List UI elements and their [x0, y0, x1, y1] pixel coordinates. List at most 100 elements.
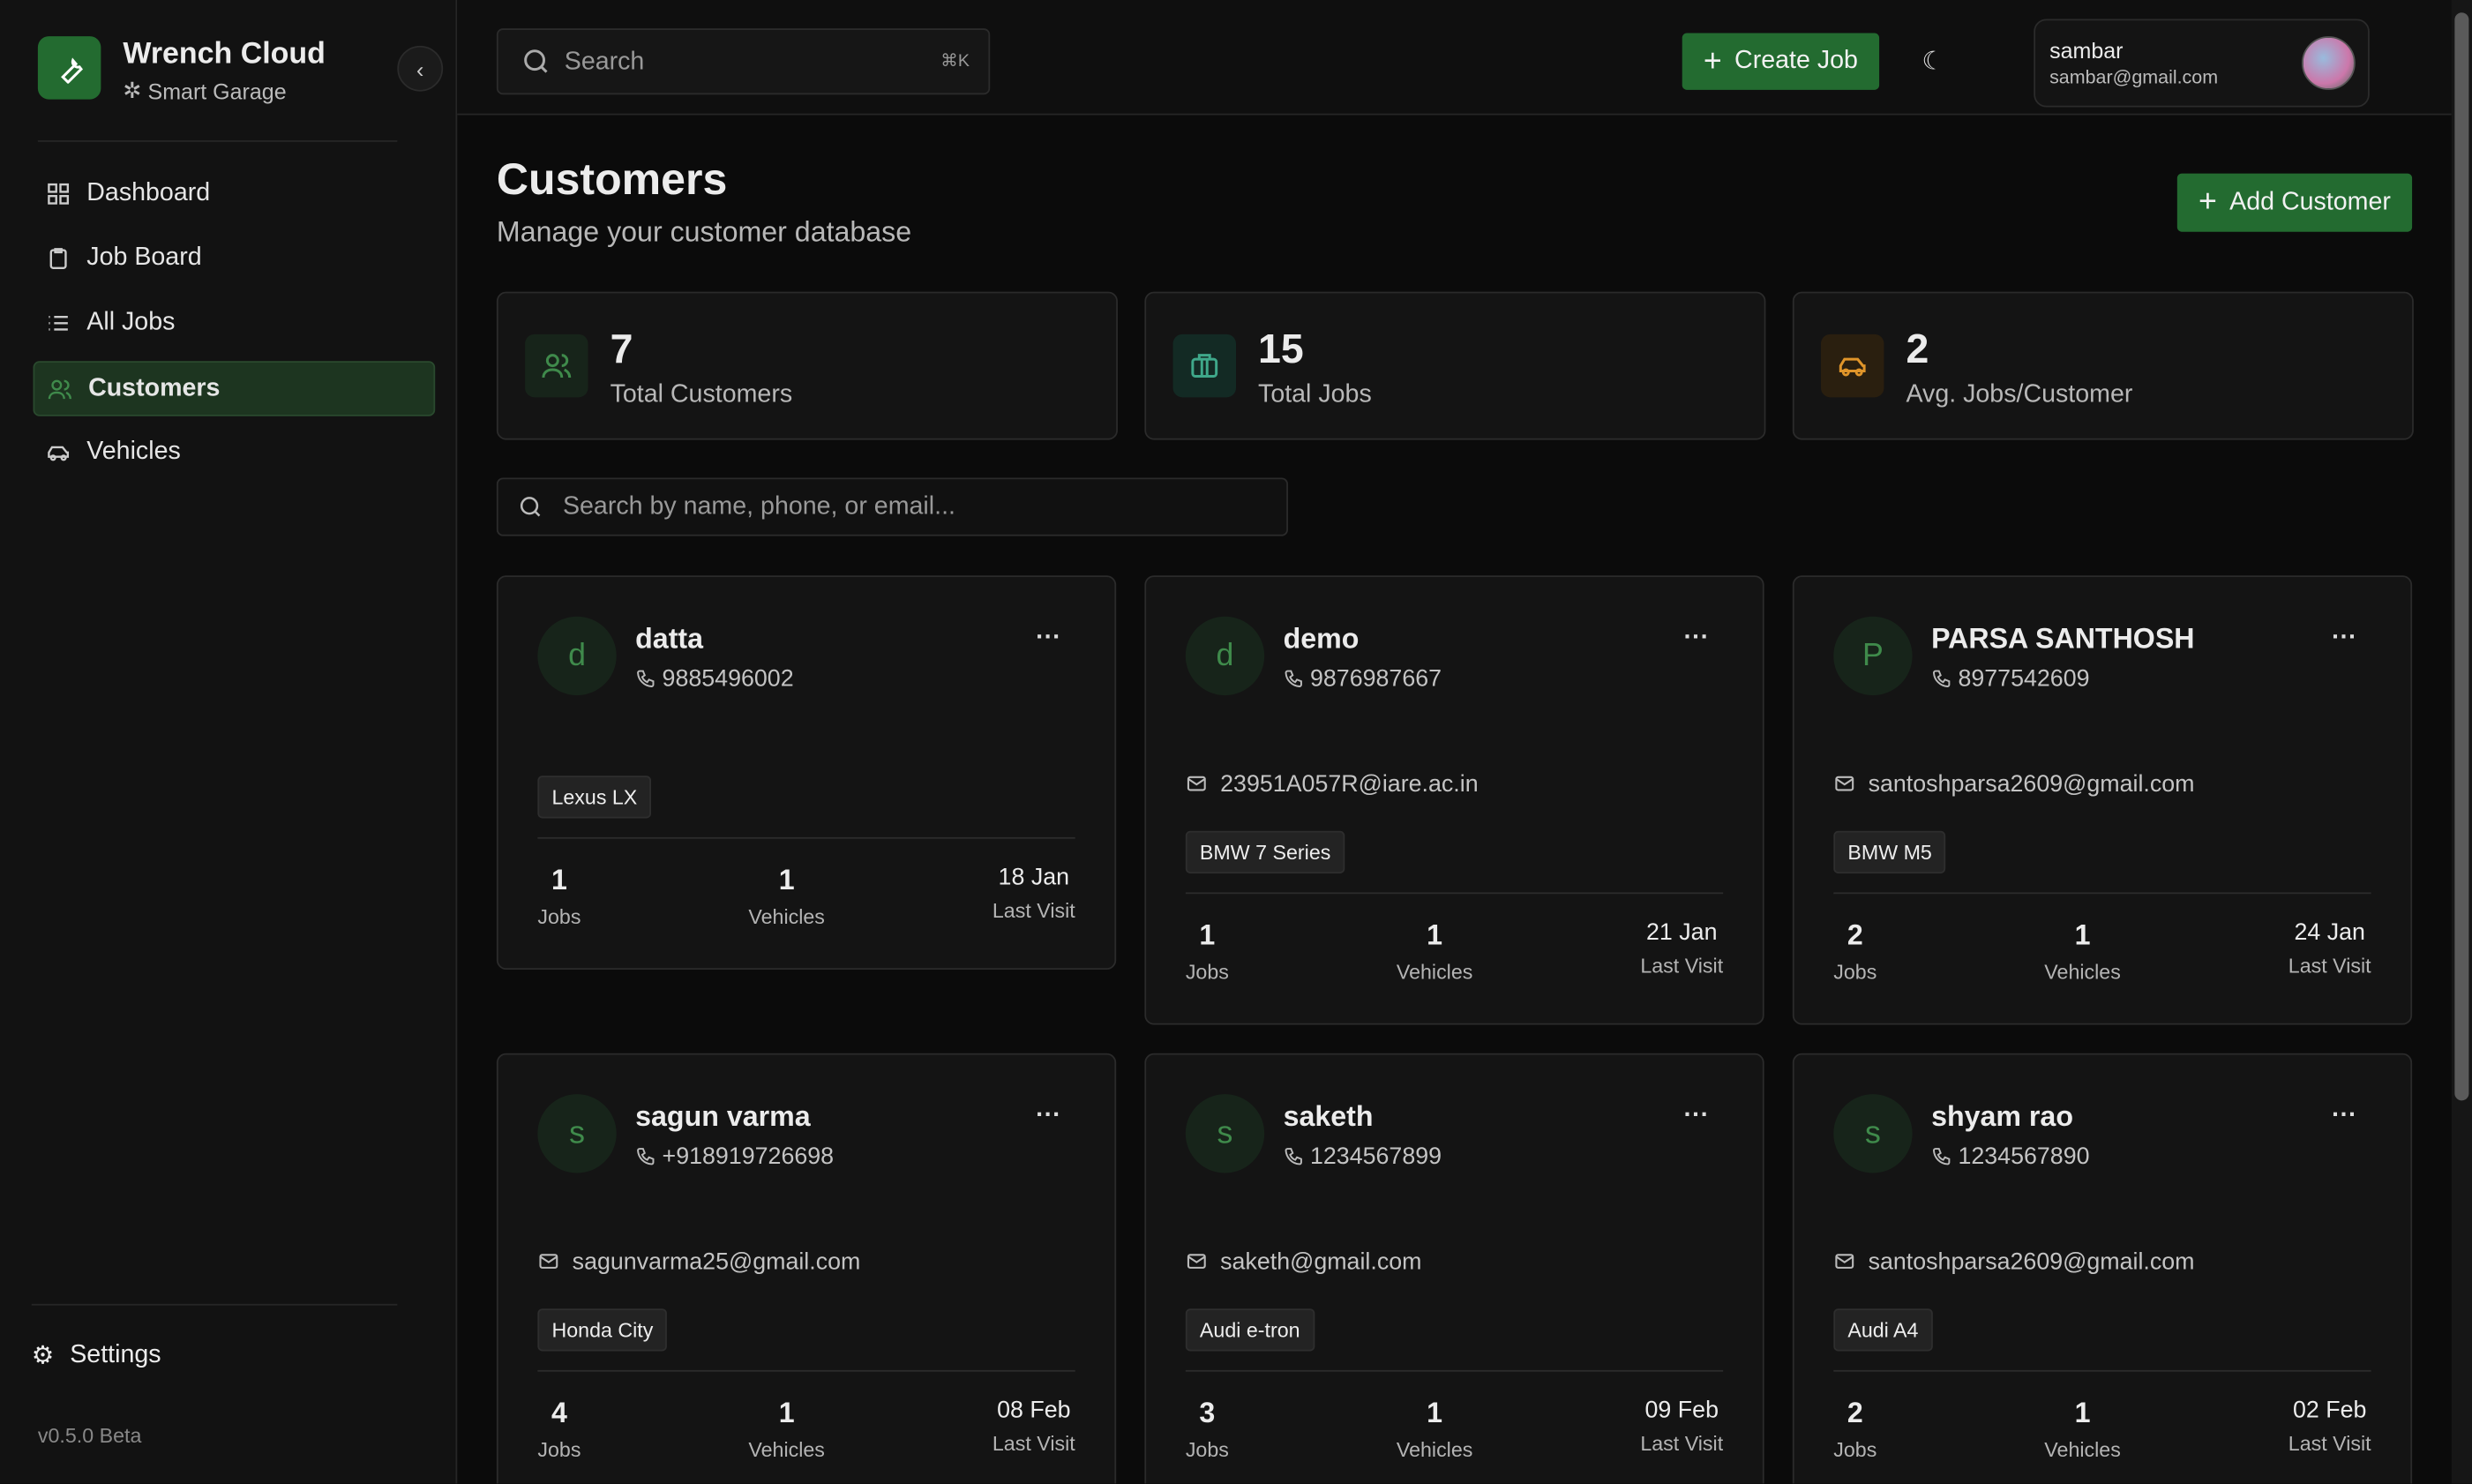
avatar: s — [1833, 1094, 1913, 1173]
email-text: saketh@gmail.com — [1220, 1248, 1422, 1275]
card-stat-label: Jobs — [1185, 960, 1229, 985]
vehicle-tags: Honda City — [537, 1308, 1075, 1352]
nav-label[interactable]: All Jobs — [86, 308, 176, 335]
card-stat: 2 Jobs — [1833, 919, 1876, 984]
customer-phone: 1234567890 — [1931, 1143, 2090, 1170]
card-stat-value: 1 — [551, 864, 567, 896]
card-stat-value: 21 Jan — [1646, 918, 1718, 947]
vehicle-tag: Audi e-tron — [1185, 1308, 1315, 1352]
user-avatar[interactable] — [2302, 36, 2356, 90]
card-stat-label: Last Visit — [992, 898, 1075, 923]
card-stat-label: Vehicles — [2044, 960, 2121, 985]
card-stat-value: 2 — [1847, 918, 1863, 951]
stat-value: 15 — [1258, 325, 1304, 372]
user-email[interactable]: sambar@gmail.com — [2049, 66, 2219, 89]
card-stat-label: Last Visit — [2288, 954, 2371, 978]
customer-card[interactable]: d datta 9885496002 ··· Lexus LX 1 Jobs 1 Vehicle… — [496, 575, 1117, 970]
divider — [537, 1369, 1075, 1372]
phone-text: 1234567899 — [1309, 1143, 1442, 1170]
customer-search[interactable]: Search by name, phone, or email... — [496, 477, 1288, 536]
card-stat-value: 1 — [1199, 918, 1216, 951]
vehicle-tag: BMW 7 Series — [1185, 830, 1345, 873]
tagline-text: Smart Garage — [147, 78, 287, 104]
user-menu[interactable]: sambar sambar@gmail.com — [2034, 19, 2370, 108]
scrollbar — [2451, 0, 2472, 1484]
card-menu[interactable]: ··· — [1036, 1102, 1061, 1129]
button-text[interactable]: Create Job — [1734, 47, 1858, 74]
card-stat: 1 Vehicles — [2044, 1397, 2121, 1461]
vehicle-tag: BMW M5 — [1833, 830, 1946, 873]
card-header: d datta 9885496002 — [537, 616, 1075, 696]
card-stat: 1 Vehicles — [1397, 919, 1473, 984]
customer-card[interactable]: d demo 9876987667 ··· 23951A057R@iare.ac.in B… — [1144, 575, 1764, 1025]
nav-label[interactable]: Job Board — [86, 244, 202, 271]
nav-label[interactable]: Customers — [88, 374, 221, 401]
card-stat-label: Jobs — [537, 1437, 581, 1462]
customer-card[interactable]: s saketh 1234567899 ··· saketh@gmail.com Audi… — [1144, 1053, 1764, 1484]
nav-label[interactable]: Dashboard — [86, 178, 211, 206]
card-stat-label: Vehicles — [1396, 1437, 1473, 1462]
sidebar: Wrench Cloud ✲ Smart Garage ‹ Dashboard Jo… — [0, 0, 458, 1484]
customer-card[interactable]: s sagun varma +918919726698 ··· sagunvarma25… — [496, 1053, 1117, 1484]
card-stats: 4 Jobs 1 Vehicles 08 Feb Last Visit — [537, 1397, 1075, 1461]
nav-icon — [49, 247, 67, 269]
customer-info: PARSA SANTHOSH 8977542609 — [1931, 617, 2194, 695]
vehicle-tags: Lexus LX — [537, 776, 1075, 819]
card-menu[interactable]: ··· — [2331, 1102, 2357, 1129]
email-text: sagunvarma25@gmail.com — [572, 1248, 861, 1275]
avatar: d — [1185, 616, 1265, 696]
card-stat-label: Vehicles — [2044, 1437, 2121, 1462]
nav-item[interactable]: Job Board — [34, 232, 432, 284]
customer-name: sagun varma — [635, 1100, 811, 1133]
vehicle-tags: Audi A4 — [1833, 1308, 2371, 1352]
search-placeholder[interactable]: Search — [564, 49, 645, 76]
card-stat-label: Last Visit — [2288, 1431, 2371, 1456]
nav-item[interactable]: Vehicles — [34, 425, 432, 477]
nav-item[interactable]: All Jobs — [34, 296, 432, 349]
email-text: santoshparsa2609@gmail.com — [1868, 1248, 2195, 1275]
card-menu[interactable]: ··· — [1036, 624, 1061, 652]
search-placeholder[interactable]: Search by name, phone, or email... — [562, 493, 955, 521]
card-stat-value: 24 Jan — [2294, 918, 2365, 947]
topbar: Search ⌘K + Create Job ☾ sambar sambar@gm… — [457, 0, 2452, 116]
card-stat-value: 18 Jan — [998, 864, 1070, 891]
vehicle-tag: Audi A4 — [1833, 1308, 1933, 1352]
nav-label[interactable]: Vehicles — [86, 437, 181, 465]
collapse-button[interactable]: ‹ — [397, 45, 444, 92]
customer-email: 23951A057R@iare.ac.in — [1186, 769, 1723, 798]
phone-text: +918919726698 — [662, 1143, 835, 1170]
card-stat: 21 Jan Last Visit — [1640, 919, 1723, 984]
card-stat: 1 Jobs — [1186, 919, 1229, 984]
create-job-button[interactable]: + Create Job — [1682, 33, 1880, 90]
card-menu[interactable]: ··· — [2331, 624, 2357, 652]
card-stat-value: 08 Feb — [997, 1397, 1071, 1424]
user-name[interactable]: sambar — [2049, 37, 2124, 64]
customer-card[interactable]: s shyam rao 1234567890 ··· santoshparsa2609@… — [1792, 1053, 2413, 1484]
card-stat-value: 1 — [1427, 918, 1443, 951]
customer-phone: 8977542609 — [1931, 665, 2194, 692]
card-stat: 4 Jobs — [537, 1397, 581, 1461]
stat-value: 7 — [610, 325, 633, 372]
card-header: s shyam rao 1234567890 — [1833, 1094, 2371, 1173]
theme-toggle[interactable]: ☾ — [1921, 49, 1944, 76]
card-menu[interactable]: ··· — [1683, 1102, 1710, 1129]
settings-link[interactable]: ⚙ Settings — [31, 1341, 161, 1370]
customer-info: saketh 1234567899 — [1284, 1094, 1442, 1173]
button-text[interactable]: Add Customer — [2229, 188, 2391, 215]
nav-icon — [48, 445, 70, 461]
stat-icon — [1172, 334, 1237, 398]
customer-card[interactable]: P PARSA SANTHOSH 8977542609 ··· santoshparsa… — [1792, 575, 2413, 1025]
scrollbar-thumb[interactable] — [2454, 12, 2469, 1101]
card-stat-label: Jobs — [1833, 1437, 1877, 1462]
stat-card: 2 Avg. Jobs/Customer — [1792, 291, 2414, 440]
nav-item[interactable]: Customers — [33, 361, 436, 416]
nav-item[interactable]: Dashboard — [34, 167, 432, 219]
card-menu[interactable]: ··· — [1683, 624, 1710, 652]
search-box[interactable]: Search ⌘K — [496, 28, 991, 95]
vehicle-tag: Lexus LX — [537, 776, 652, 819]
card-stat: 2 Jobs — [1833, 1397, 1876, 1461]
settings-text[interactable]: Settings — [70, 1341, 161, 1369]
customer-name: PARSA SANTHOSH — [1931, 622, 2195, 655]
add-customer-button[interactable]: + Add Customer — [2176, 173, 2413, 232]
